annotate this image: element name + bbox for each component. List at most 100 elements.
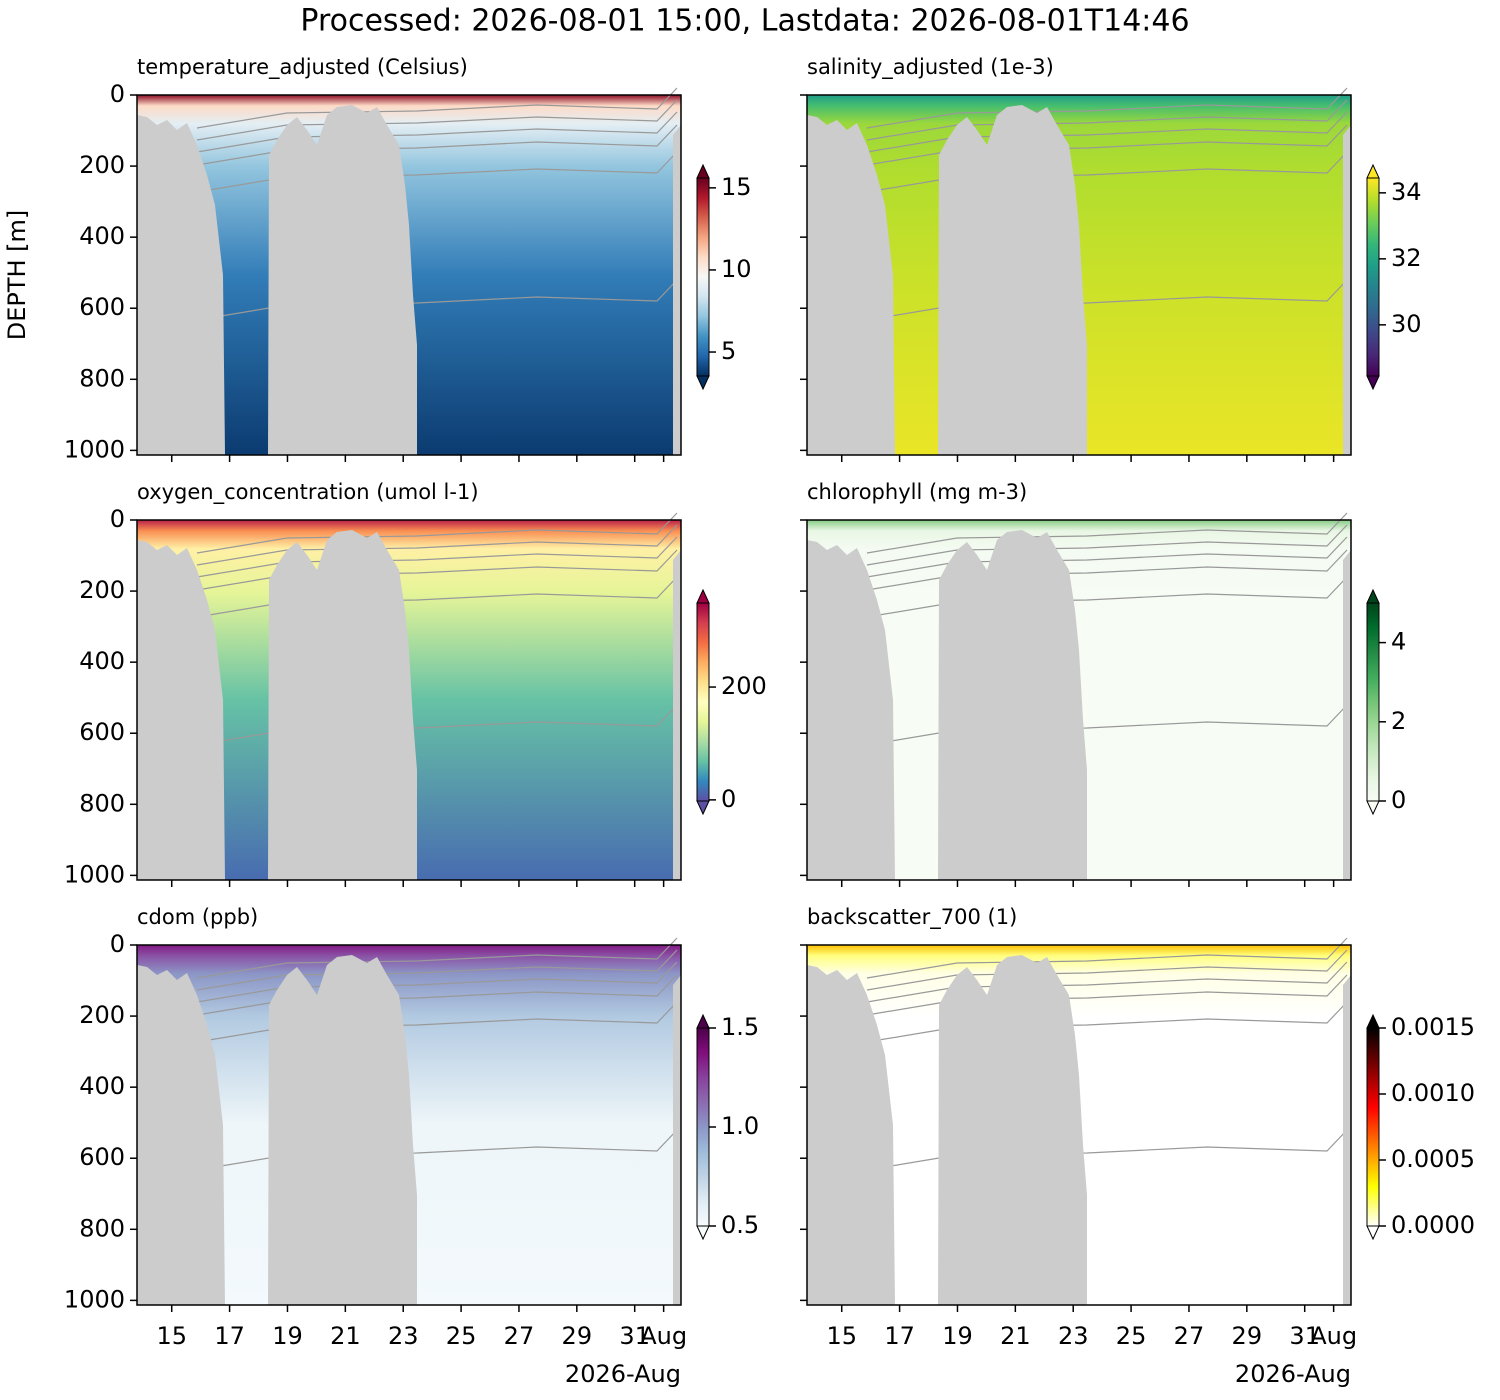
y-tick-label: 400 [79, 647, 125, 675]
no-data-mask [137, 965, 225, 1305]
panel-title: backscatter_700 (1) [807, 905, 1017, 930]
colorbar-extend-bottom [1366, 1225, 1380, 1241]
no-data-mask [1343, 975, 1351, 1305]
colorbar-tick-label: 5 [721, 337, 736, 365]
contour-line [196, 111, 678, 153]
no-data-mask [807, 115, 895, 455]
colorbar-frame [1366, 177, 1380, 377]
x-tick-label: 27 [1174, 1322, 1205, 1350]
axes-frame [136, 944, 682, 1306]
x-tick-label: 15 [156, 1322, 187, 1350]
contour-line [196, 99, 678, 141]
colorbar-tick-label: 1.0 [721, 1112, 759, 1140]
no-data-mask [807, 540, 895, 880]
x-tick-label: 21 [330, 1322, 361, 1350]
axes-frame [136, 94, 682, 456]
contour-line [196, 937, 678, 979]
x-tick-label: 29 [562, 1322, 593, 1350]
colorbar-tick-label: 0 [721, 785, 736, 813]
colorbar-tick-label: 0.0000 [1391, 1211, 1475, 1239]
colorbar [697, 603, 709, 801]
colorbar-tick-label: 30 [1391, 310, 1422, 338]
y-tick-label: 800 [79, 364, 125, 392]
panel-title: oxygen_concentration (umol l-1) [137, 480, 479, 505]
colorbar-extend-bottom [1366, 375, 1380, 391]
y-tick-label: 600 [79, 718, 125, 746]
no-data-mask [268, 530, 417, 880]
colorbar-frame [696, 177, 710, 377]
x-tick-label: 25 [1116, 1322, 1147, 1350]
contour-line [196, 87, 678, 129]
axes-frame [806, 944, 1352, 1306]
colorbar-tick-label: 4 [1391, 628, 1406, 656]
x-tick-label: 19 [942, 1322, 973, 1350]
no-data-mask [673, 975, 681, 1305]
colorbar-extend-bottom [696, 800, 710, 816]
colorbar-tick-label: 1.5 [721, 1013, 759, 1041]
x-tick-label: 21 [1000, 1322, 1031, 1350]
colorbar-extend-top [1366, 1013, 1380, 1029]
contour-line [196, 536, 678, 578]
no-data-mask [268, 105, 417, 455]
axes-frame [136, 519, 682, 881]
y-tick-label: 0 [110, 80, 125, 108]
colorbar-tick-label: 0 [1391, 786, 1406, 814]
colorbar-extend-top [696, 163, 710, 179]
colorbar-extend-top [696, 1013, 710, 1029]
no-data-mask [807, 965, 895, 1305]
contour-line [866, 949, 1348, 991]
panel-title: temperature_adjusted (Celsius) [137, 55, 468, 80]
colorbar-tick-label: 32 [1391, 244, 1422, 272]
contour-line [866, 937, 1348, 979]
contour-line [196, 524, 678, 566]
contour-line [866, 99, 1348, 141]
colorbar-tick-label: 15 [721, 173, 752, 201]
colorbar-tick-label: 0.0010 [1391, 1079, 1475, 1107]
no-data-mask [268, 955, 417, 1305]
y-tick-label: 800 [79, 1214, 125, 1242]
x-tick-label: 25 [446, 1322, 477, 1350]
no-data-mask [938, 530, 1087, 880]
y-axis-label: DEPTH [m] [3, 210, 31, 341]
x-tick-label: 17 [884, 1322, 915, 1350]
contour-line [866, 87, 1348, 129]
x-tick-label: Aug [1310, 1322, 1357, 1350]
contour-line [866, 961, 1348, 1003]
x-offset-label: 2026-Aug [1235, 1360, 1351, 1388]
contour-line [196, 512, 678, 554]
panel-title: salinity_adjusted (1e-3) [807, 55, 1054, 80]
colorbar-tick-label: 0.0015 [1391, 1013, 1475, 1041]
colorbar-tick-label: 10 [721, 255, 752, 283]
axes-frame [806, 519, 1352, 881]
panel-title: chlorophyll (mg m-3) [807, 480, 1027, 504]
x-tick-label: 23 [388, 1322, 419, 1350]
colorbar-extend-bottom [1366, 800, 1380, 816]
colorbar [1367, 1028, 1379, 1226]
no-data-mask [938, 105, 1087, 455]
colorbar-extend-top [1366, 163, 1380, 179]
no-data-mask [673, 125, 681, 455]
colorbar-extend-bottom [696, 1225, 710, 1241]
no-data-mask [137, 115, 225, 455]
colorbar-extend-bottom [696, 375, 710, 391]
y-tick-label: 1000 [64, 860, 125, 888]
y-tick-label: 800 [79, 789, 125, 817]
colorbar-tick-label: 0.5 [721, 1211, 759, 1239]
y-tick-label: 1000 [64, 1285, 125, 1313]
x-tick-label: 27 [504, 1322, 535, 1350]
colorbar [697, 178, 709, 376]
colorbar [697, 1028, 709, 1226]
y-tick-label: 1000 [64, 435, 125, 463]
y-tick-label: 200 [79, 1001, 125, 1029]
colorbar [1367, 178, 1379, 376]
figure-title: Processed: 2026-08-01 15:00, Lastdata: 2… [300, 4, 1189, 39]
y-tick-label: 0 [110, 930, 125, 958]
colorbar-tick-label: 34 [1391, 178, 1422, 206]
colorbar-frame [696, 602, 710, 802]
no-data-mask [673, 550, 681, 880]
colorbar-tick-label: 0.0005 [1391, 1145, 1475, 1173]
y-tick-label: 200 [79, 576, 125, 604]
y-tick-label: 200 [79, 151, 125, 179]
y-tick-label: 600 [79, 1143, 125, 1171]
